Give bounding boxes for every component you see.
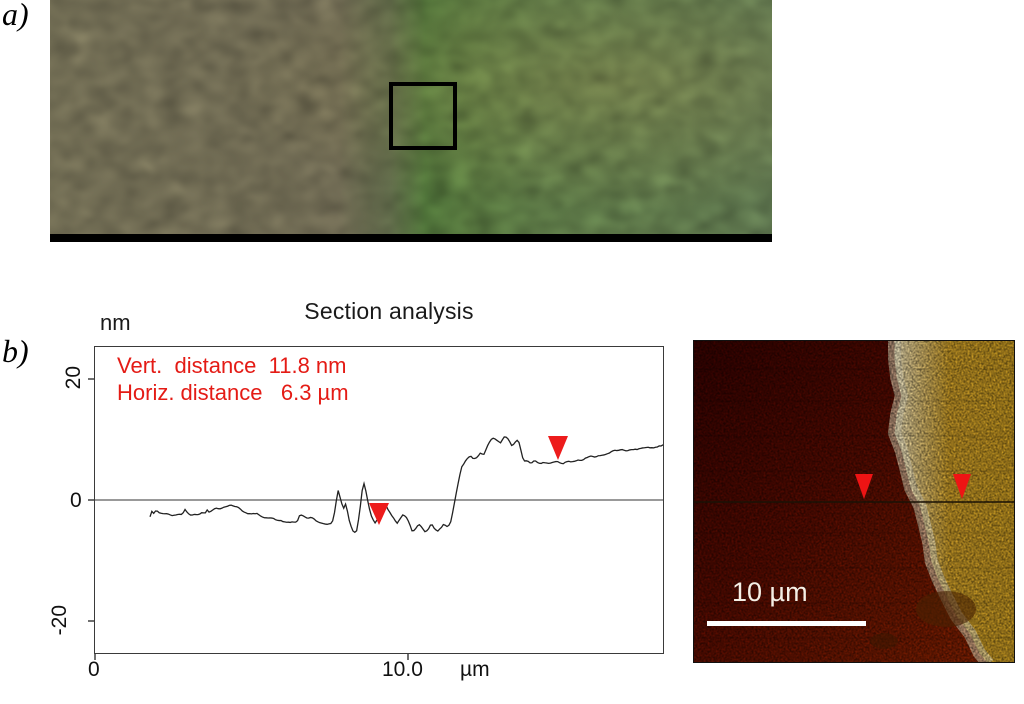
svg-text:10 µm: 10 µm <box>732 577 808 607</box>
